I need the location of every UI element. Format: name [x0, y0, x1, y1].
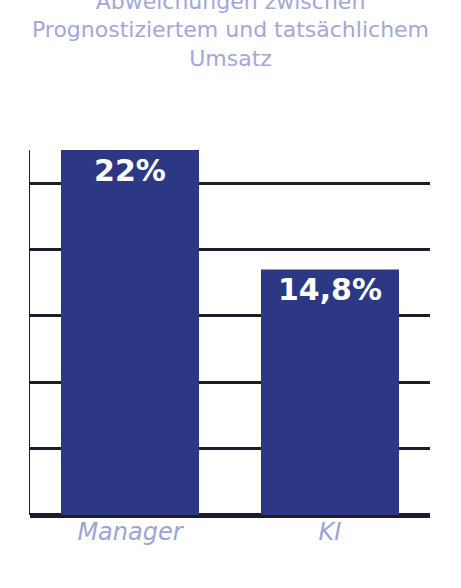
svg-text:Manager: Manager [77, 518, 184, 546]
svg-text:KI: KI [319, 518, 342, 546]
svg-text:Abweichungen zwischenPrognosti: Abweichungen zwischenPrognostiziertem un… [32, 0, 429, 71]
svg-text:22%: 22% [94, 153, 166, 188]
svg-text:14,8%: 14,8% [278, 272, 382, 307]
